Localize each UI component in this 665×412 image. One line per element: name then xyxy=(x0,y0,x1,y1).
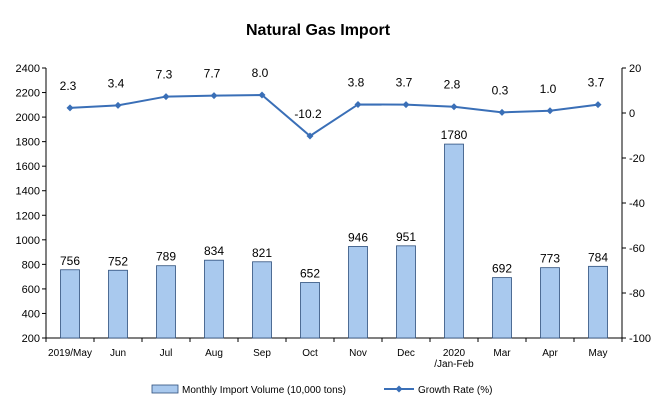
line-value-label: 3.4 xyxy=(108,76,125,90)
line-value-label: 3.7 xyxy=(588,76,605,90)
bar xyxy=(540,267,560,339)
line-value-label: 3.7 xyxy=(396,76,413,90)
y-left-tick-label: 1800 xyxy=(16,137,40,149)
bar xyxy=(396,245,416,339)
line-value-label: 7.3 xyxy=(156,68,173,82)
x-tick-label: Dec xyxy=(397,348,415,359)
bar-value-label: 692 xyxy=(492,262,512,276)
line-value-label: 3.8 xyxy=(348,75,365,89)
y-left-tick-label: 2000 xyxy=(16,112,40,124)
x-tick-label: 2019/May xyxy=(48,348,92,359)
bar xyxy=(588,265,608,339)
bar-value-label: 1780 xyxy=(441,128,468,142)
line-value-label: 2.3 xyxy=(60,79,77,93)
y-right-tick-label: 0 xyxy=(629,108,635,120)
line-point xyxy=(162,93,170,101)
x-tick-label: Jul xyxy=(160,348,173,359)
y-left-tick-label: 2200 xyxy=(16,88,40,100)
legend-bar-label: Monthly Import Volume (10,000 tons) xyxy=(182,385,346,396)
x-tick-label: Jun xyxy=(110,348,126,359)
bar-value-label: 821 xyxy=(252,246,272,260)
line-point xyxy=(210,92,218,100)
line-point xyxy=(594,101,602,109)
x-tick-label: May xyxy=(589,348,608,359)
legend-line-label: Growth Rate (%) xyxy=(418,385,492,396)
y-left-tick-label: 400 xyxy=(22,308,40,320)
bar-value-label: 951 xyxy=(396,230,416,244)
x-tick-label: Aug xyxy=(205,348,223,359)
line-value-label: 1.0 xyxy=(540,82,557,96)
y-left-tick-label: 1000 xyxy=(16,235,40,247)
bar xyxy=(156,265,176,339)
y-left-tick-label: 800 xyxy=(22,259,40,271)
legend: Monthly Import Volume (10,000 tons) Grow… xyxy=(151,384,492,396)
y-right-tick-label: -100 xyxy=(629,333,651,345)
y-left-tick-label: 600 xyxy=(22,284,40,296)
bar-value-label: 773 xyxy=(540,252,560,266)
line-value-label: 0.3 xyxy=(492,83,509,97)
bar xyxy=(60,269,80,339)
legend-bar-swatch xyxy=(151,384,179,394)
line-point xyxy=(546,107,554,115)
growth-rate-line xyxy=(69,93,599,138)
bar-value-label: 652 xyxy=(300,267,320,281)
x-tick-label: Nov xyxy=(349,348,367,359)
bar xyxy=(204,259,224,339)
bar xyxy=(492,277,512,339)
y-left-tick-label: 200 xyxy=(22,333,40,345)
x-tick-label: Sep xyxy=(253,348,271,359)
y-right-tick-label: 20 xyxy=(629,63,641,75)
line-point xyxy=(114,101,122,109)
y-right-tick-label: -20 xyxy=(629,153,645,165)
y-right-tick-label: -80 xyxy=(629,288,645,300)
line-point xyxy=(306,132,314,140)
bar xyxy=(252,261,272,339)
line-point xyxy=(258,91,266,99)
bar-value-label: 752 xyxy=(108,254,128,268)
line-point xyxy=(498,108,506,116)
line-point xyxy=(402,101,410,109)
line-value-label: 8.0 xyxy=(252,66,269,80)
x-tick-label: Mar xyxy=(493,348,511,359)
line-value-label: 2.8 xyxy=(444,78,461,92)
x-tick-label: Apr xyxy=(542,348,558,359)
bar xyxy=(444,143,464,339)
plot-area: 2004006008001000120014001600180020002200… xyxy=(16,63,652,370)
y-right-tick-label: -60 xyxy=(629,243,645,255)
bar xyxy=(348,246,368,339)
y-left-tick-label: 2400 xyxy=(16,63,40,75)
line-value-label: 7.7 xyxy=(204,67,221,81)
bar-value-label: 756 xyxy=(60,254,80,268)
bar-value-label: 789 xyxy=(156,250,176,264)
legend-line-marker xyxy=(395,385,403,393)
x-tick-label: Oct xyxy=(302,348,318,359)
y-left-tick-label: 1600 xyxy=(16,161,40,173)
bar xyxy=(300,282,320,339)
line-point xyxy=(450,103,458,111)
bar xyxy=(108,269,128,339)
y-left-tick-label: 1400 xyxy=(16,186,40,198)
y-left-tick-label: 1200 xyxy=(16,210,40,222)
bar-value-label: 784 xyxy=(588,250,608,264)
line-point xyxy=(66,104,74,112)
line-point xyxy=(354,100,362,108)
bar-value-label: 946 xyxy=(348,230,368,244)
y-right-tick-label: -40 xyxy=(629,198,645,210)
x-tick-label: 2020/Jan-Feb xyxy=(434,348,474,370)
line-value-label: -10.2 xyxy=(294,107,322,121)
chart-title: Natural Gas Import xyxy=(246,22,391,39)
bar-value-label: 834 xyxy=(204,244,224,258)
